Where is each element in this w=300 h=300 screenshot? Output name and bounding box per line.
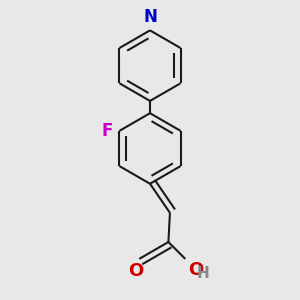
Text: O: O [188, 261, 203, 279]
Text: H: H [197, 266, 210, 280]
Text: N: N [143, 8, 157, 26]
Text: F: F [101, 122, 113, 140]
Text: O: O [128, 262, 143, 280]
